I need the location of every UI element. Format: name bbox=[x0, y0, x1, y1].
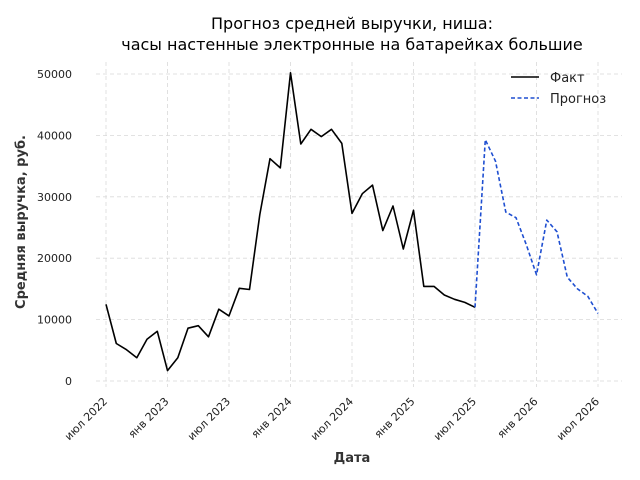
legend-label: Факт bbox=[550, 71, 585, 86]
y-tick-label: 50000 bbox=[37, 68, 72, 81]
x-tick-label: янв 2026 bbox=[495, 395, 541, 441]
y-tick-label: 30000 bbox=[37, 191, 72, 204]
x-tick-label: июл 2026 bbox=[554, 395, 602, 443]
y-tick-label: 40000 bbox=[37, 129, 72, 142]
series-lines bbox=[105, 72, 599, 372]
legend: Факт Прогноз bbox=[511, 71, 606, 107]
y-tick-label: 0 bbox=[65, 375, 72, 388]
series-line-fact bbox=[105, 72, 476, 372]
series-line-forecast bbox=[474, 138, 599, 314]
grid bbox=[96, 62, 622, 387]
x-tick-label: июл 2023 bbox=[185, 395, 233, 443]
x-tick-label: июл 2025 bbox=[431, 395, 479, 443]
chart-title: Прогноз средней выручки, ниша: часы наст… bbox=[121, 14, 583, 54]
x-tick-label: янв 2023 bbox=[126, 395, 172, 441]
y-tick-label: 20000 bbox=[37, 252, 72, 265]
x-axis-label: Дата bbox=[334, 451, 371, 466]
legend-label: Прогноз bbox=[550, 92, 606, 107]
y-axis-label: Средняя выручка, руб. bbox=[14, 135, 29, 309]
x-axis-ticks: июл 2022 янв 2023 июл 2023 янв 2024 июл 2024… bbox=[62, 395, 602, 443]
x-tick-label: июл 2022 bbox=[62, 395, 110, 443]
chart-title-line-2: часы настенные электронные на батарейках… bbox=[121, 35, 583, 54]
x-tick-label: янв 2024 bbox=[249, 395, 295, 441]
chart-title-line-1: Прогноз средней выручки, ниша: bbox=[211, 14, 493, 33]
x-tick-label: июл 2024 bbox=[308, 395, 356, 443]
x-tick-label: янв 2025 bbox=[372, 395, 418, 441]
y-axis-ticks: 0 10000 20000 30000 40000 50000 bbox=[37, 68, 72, 388]
y-tick-label: 10000 bbox=[37, 314, 72, 327]
